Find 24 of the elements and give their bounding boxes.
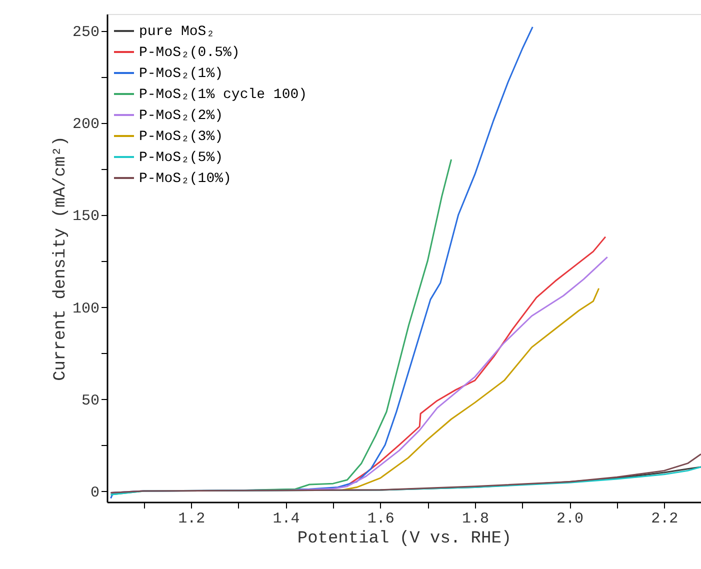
x-tick-label: 2.0 (556, 510, 584, 528)
legend-label: P-MoS₂(10%) (139, 171, 232, 187)
x-tick-label: 1.8 (462, 510, 489, 528)
legend-label: P-MoS₂(1% cycle 100) (139, 87, 308, 103)
y-axis-title: Current density (mA/cm²) (51, 136, 70, 381)
x-tick-label: 2.2 (651, 510, 678, 528)
legend-label: P-MoS₂(5%) (139, 150, 224, 166)
line-series (110, 453, 701, 494)
y-tick-label: 50 (81, 392, 100, 410)
x-tick-label: 1.2 (178, 510, 206, 528)
x-tick-label: 1.6 (367, 510, 394, 528)
legend-label: P-MoS₂(1%) (139, 66, 224, 82)
y-tick-label: 0 (90, 484, 100, 502)
legend-label: P-MoS₂(2%) (139, 108, 224, 124)
legend-label: P-MoS₂(0.5%) (139, 45, 240, 61)
y-tick-label: 150 (72, 208, 100, 226)
x-axis-title: Potential (V vs. RHE) (297, 530, 512, 548)
y-tick-label: 100 (72, 300, 100, 318)
y-tick-label: 200 (72, 116, 100, 134)
line-series (342, 288, 600, 491)
legend-label: pure MoS₂ (139, 24, 215, 40)
y-tick-label: 250 (72, 24, 100, 42)
x-tick-label: 1.4 (272, 510, 300, 528)
legend-label: P-MoS₂(3%) (139, 129, 224, 145)
